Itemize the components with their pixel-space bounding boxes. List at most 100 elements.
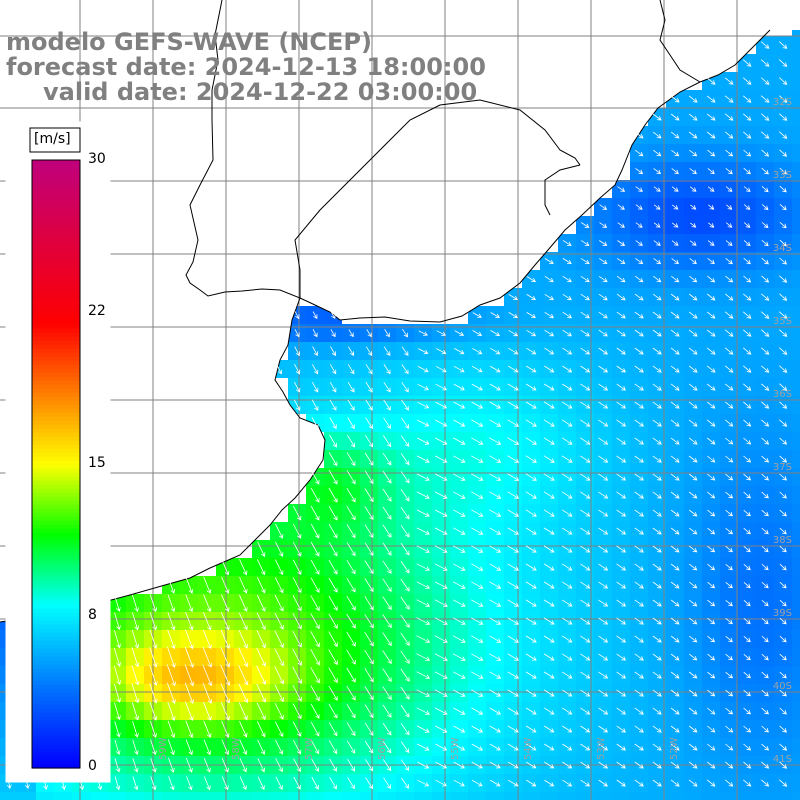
wind-arrow (670, 779, 680, 787)
wind-arrow (471, 761, 483, 769)
wind-arrow (256, 665, 267, 685)
wind-arrow (743, 545, 751, 553)
wind-arrow (400, 741, 410, 754)
wind-arrow (525, 455, 537, 463)
wind-arrow (689, 581, 698, 589)
wind-arrow (434, 635, 448, 643)
wind-arrow (598, 779, 608, 787)
wind-arrow (598, 617, 609, 625)
wind-arrow (670, 689, 680, 697)
wind-arrow (689, 275, 698, 283)
wind-arrow (382, 704, 392, 718)
wind-arrow (688, 671, 698, 679)
colorbar-swatch (32, 756, 80, 761)
wind-arrow (653, 204, 661, 210)
wind-arrow (149, 646, 158, 668)
colorbar-swatch (32, 200, 80, 205)
wind-arrow (652, 563, 662, 571)
wind-arrow (472, 312, 482, 318)
wind-arrow (364, 668, 374, 683)
wind-arrow (707, 617, 716, 625)
wind-arrow (616, 635, 627, 643)
wind-arrow (526, 312, 536, 318)
wind-arrow (366, 329, 372, 338)
wind-arrow (365, 381, 373, 393)
wind-arrow (761, 113, 770, 121)
colorbar-swatch (32, 532, 80, 537)
coastline-path (0, 0, 326, 623)
colorbar-tick-label: 0 (88, 758, 97, 774)
wind-arrow (383, 417, 391, 429)
wind-arrow (761, 275, 770, 283)
wind-arrow (347, 758, 355, 772)
wind-arrow (616, 545, 627, 553)
wind-arrow (598, 258, 608, 265)
wind-arrow (598, 401, 609, 409)
wind-arrow (471, 437, 484, 445)
wind-arrow (489, 761, 501, 769)
wind-arrow (580, 275, 590, 283)
colorbar-swatch (32, 372, 80, 377)
wind-arrow (490, 347, 501, 355)
wind-arrow (634, 545, 644, 553)
wind-arrow (652, 437, 662, 445)
wind-arrow (580, 419, 591, 427)
wind-arrow (114, 594, 121, 612)
field-cell (468, 792, 486, 800)
wind-arrow (383, 364, 391, 375)
wind-arrow (220, 646, 231, 668)
wind-arrow (292, 523, 302, 539)
wind-arrow (743, 131, 752, 139)
wind-arrow (400, 759, 410, 771)
colorbar-swatch (32, 364, 80, 369)
wind-arrow (507, 563, 519, 571)
colorbar-tick-label: 22 (88, 303, 106, 319)
wind-arrow (507, 527, 519, 535)
wind-arrow (328, 613, 338, 629)
colorbar-swatch (32, 516, 80, 521)
wind-arrow (400, 453, 410, 466)
wind-arrow (743, 167, 751, 175)
wind-arrow (617, 240, 626, 246)
wind-arrow (330, 346, 336, 357)
wind-arrow (436, 348, 447, 355)
wind-arrow (489, 779, 501, 787)
colorbar-swatch (32, 656, 80, 661)
wind-arrow (310, 703, 320, 719)
wind-arrow (580, 383, 591, 391)
wind-arrow (616, 311, 626, 319)
colorbar-swatch (32, 668, 80, 673)
wind-arrow (418, 348, 429, 355)
wind-arrow (561, 401, 573, 409)
field-cell (198, 792, 216, 800)
wind-arrow (434, 509, 448, 517)
colorbar-swatch (32, 576, 80, 581)
wind-arrow (364, 614, 374, 629)
wind-arrow (761, 329, 770, 337)
wind-arrow (688, 329, 698, 337)
wind-arrow (707, 473, 716, 481)
colorbar-swatch (32, 376, 80, 381)
wind-arrow (471, 599, 484, 607)
wind-arrow (489, 599, 502, 607)
wind-arrow (561, 635, 573, 643)
wind-arrow (706, 311, 716, 319)
wind-arrow (330, 311, 336, 319)
wind-arrow (400, 723, 410, 736)
wind-arrow (634, 761, 644, 769)
wind-arrow (274, 594, 284, 612)
wind-arrow (562, 240, 572, 247)
wind-arrow (707, 491, 716, 499)
wind-arrow (149, 594, 158, 613)
latitude-label: 41S (773, 754, 792, 765)
wind-arrow (634, 707, 644, 715)
longitude-label: 58W (231, 737, 242, 760)
wind-arrow (725, 509, 733, 517)
wind-arrow (760, 41, 770, 49)
coastline-path (299, 29, 771, 323)
colorbar-unit-box (29, 127, 81, 153)
wind-arrow (562, 761, 573, 769)
wind-arrow (707, 743, 716, 751)
wind-arrow (598, 347, 608, 355)
wind-arrow (416, 545, 430, 553)
